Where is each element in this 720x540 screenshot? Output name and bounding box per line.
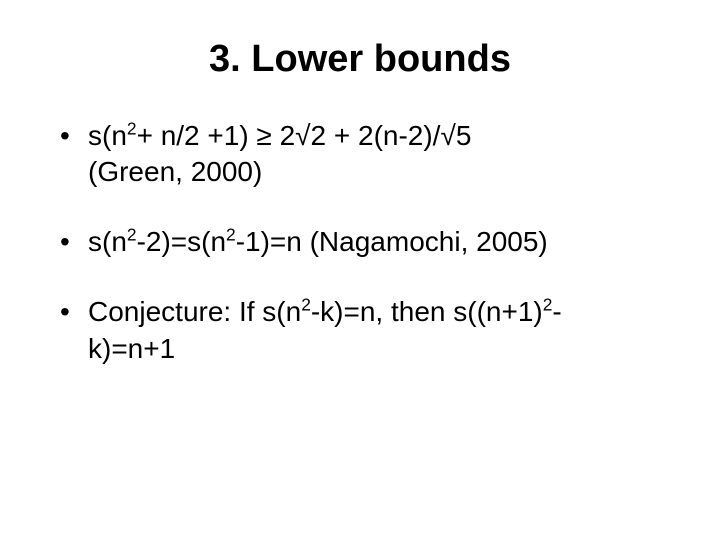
b2-text-2: -2)=s(n [137, 226, 226, 257]
b1-sup-1: 2 [127, 119, 137, 139]
b1-line2: (Green, 2000) [88, 155, 680, 189]
b3-text-2: -k)=n, then s((n+1) [311, 296, 543, 327]
bullet-item-1: s(n2+ n/2 +1) ≥ 2√2 + 2(n-2)/√5 (Green, … [60, 119, 680, 189]
slide: 3. Lower bounds s(n2+ n/2 +1) ≥ 2√2 + 2(… [0, 0, 720, 540]
b2-sup-1: 2 [127, 225, 137, 245]
b3-sup-1: 2 [301, 295, 311, 315]
b3-line2: k)=n+1 [88, 332, 680, 366]
b3-text-3: - [552, 296, 561, 327]
bullet-item-2: s(n2-2)=s(n2-1)=n (Nagamochi, 2005) [60, 225, 680, 259]
b1-text-2: + n/2 +1) ≥ 2√2 + 2(n-2)/√5 [137, 120, 472, 151]
b1-text-1: s(n [88, 120, 127, 151]
bullet-list: s(n2+ n/2 +1) ≥ 2√2 + 2(n-2)/√5 (Green, … [60, 119, 680, 366]
b2-text-1: s(n [88, 226, 127, 257]
b3-sup-2: 2 [543, 295, 553, 315]
bullet-item-3: Conjecture: If s(n2-k)=n, then s((n+1)2-… [60, 295, 680, 365]
slide-title: 3. Lower bounds [40, 38, 680, 81]
b2-sup-2: 2 [226, 225, 236, 245]
b3-text-1: Conjecture: If s(n [88, 296, 301, 327]
b2-text-3: -1)=n (Nagamochi, 2005) [236, 226, 548, 257]
